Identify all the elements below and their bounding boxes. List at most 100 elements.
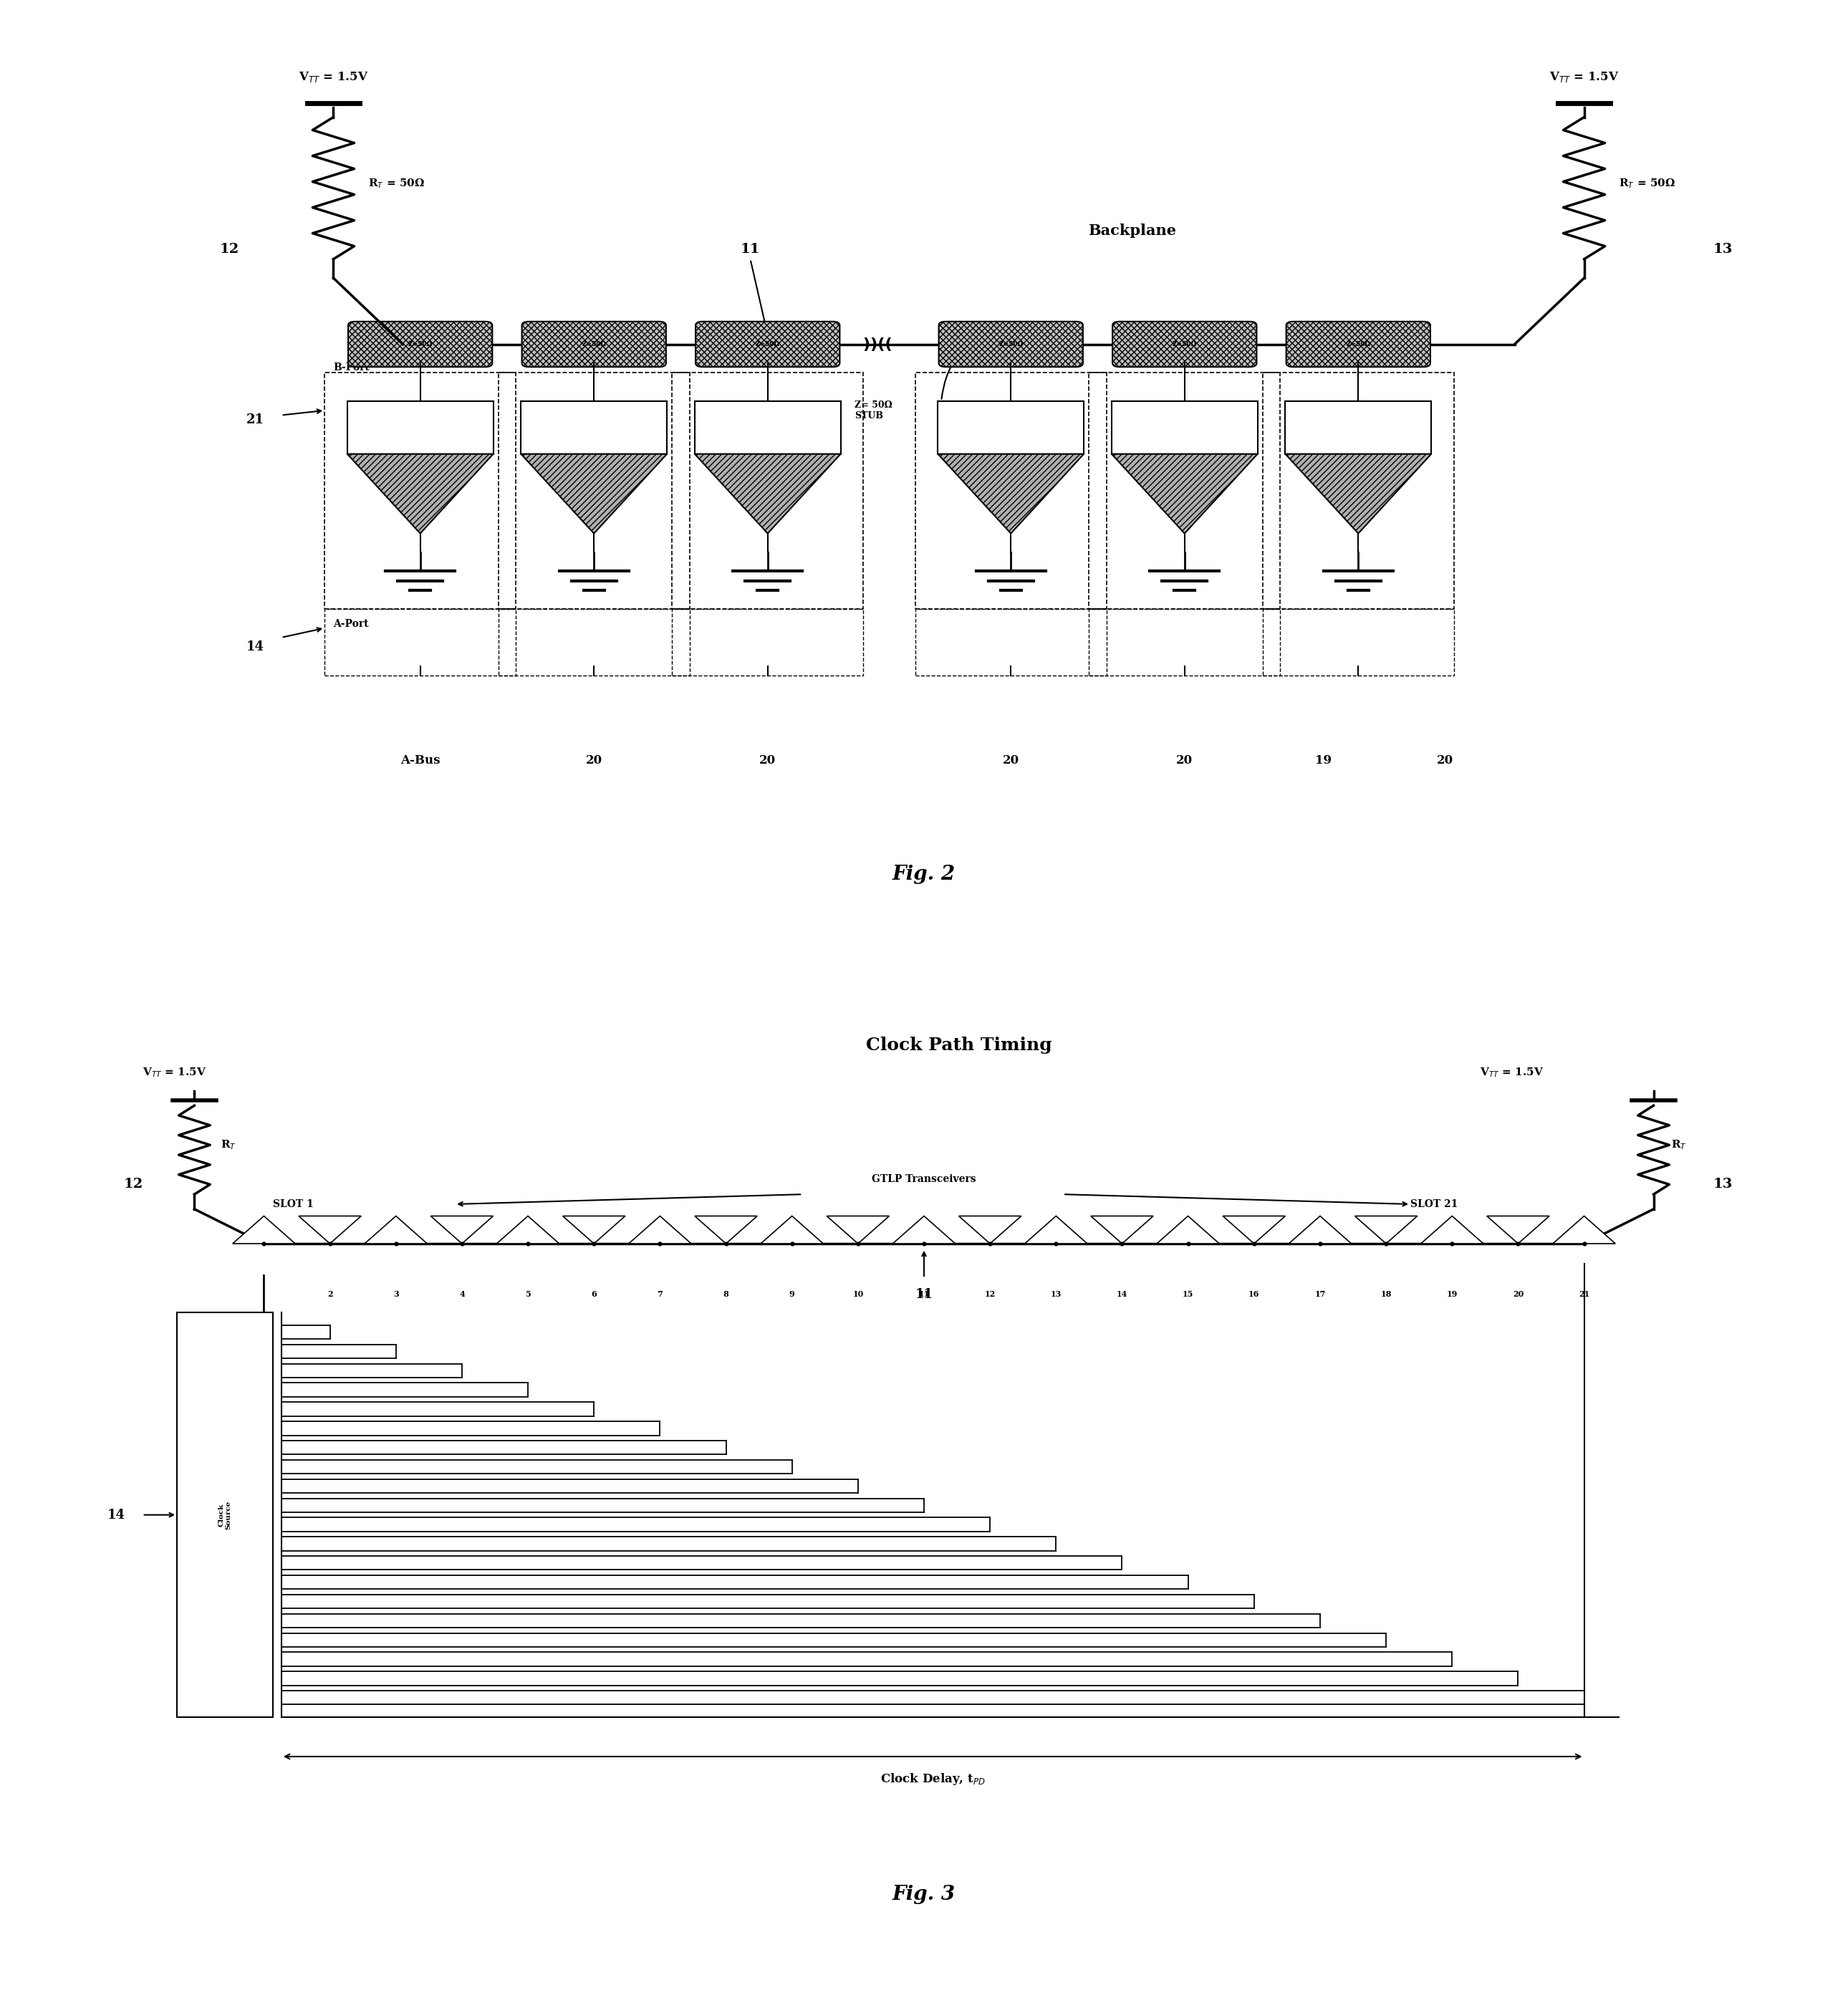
Polygon shape bbox=[1421, 1216, 1484, 1244]
FancyBboxPatch shape bbox=[695, 322, 839, 366]
Bar bbox=[325, 372, 516, 610]
Bar bbox=[1088, 372, 1281, 610]
Polygon shape bbox=[1488, 1216, 1549, 1244]
Polygon shape bbox=[347, 455, 493, 533]
Text: 19: 19 bbox=[1447, 1290, 1458, 1298]
Bar bbox=[347, 401, 493, 455]
FancyBboxPatch shape bbox=[347, 322, 492, 366]
Text: 16: 16 bbox=[1249, 1290, 1260, 1298]
Text: R$_T$ = 50Ω: R$_T$ = 50Ω bbox=[1619, 177, 1676, 189]
Text: 19: 19 bbox=[1316, 755, 1332, 767]
Polygon shape bbox=[521, 455, 667, 533]
Bar bbox=[325, 610, 516, 676]
Text: Clock Delay, t$_{PD}$: Clock Delay, t$_{PD}$ bbox=[880, 1771, 985, 1786]
Polygon shape bbox=[1286, 455, 1430, 533]
Text: 15: 15 bbox=[1183, 1290, 1194, 1298]
Text: 14: 14 bbox=[107, 1508, 126, 1522]
Polygon shape bbox=[761, 1216, 822, 1244]
Text: 12: 12 bbox=[124, 1178, 144, 1192]
Text: 14: 14 bbox=[246, 640, 264, 654]
Text: 20: 20 bbox=[760, 755, 776, 767]
Text: 13: 13 bbox=[1713, 1178, 1733, 1192]
Text: 20: 20 bbox=[1514, 1290, 1523, 1298]
Text: Z=50Ω: Z=50Ω bbox=[998, 340, 1024, 348]
Text: Backplane: Backplane bbox=[1088, 223, 1177, 238]
Text: Z=50Ω: Z=50Ω bbox=[408, 340, 432, 348]
Polygon shape bbox=[628, 1216, 691, 1244]
Polygon shape bbox=[826, 1216, 889, 1244]
Polygon shape bbox=[959, 1216, 1022, 1244]
Text: 6: 6 bbox=[591, 1290, 597, 1298]
FancyBboxPatch shape bbox=[1112, 322, 1257, 366]
Text: 3: 3 bbox=[394, 1290, 399, 1298]
Text: 17: 17 bbox=[1314, 1290, 1325, 1298]
Text: 4: 4 bbox=[458, 1290, 464, 1298]
Polygon shape bbox=[1552, 1216, 1615, 1244]
Text: 21: 21 bbox=[246, 413, 264, 427]
Text: 20: 20 bbox=[1438, 755, 1453, 767]
Text: V$_{TT}$ = 1.5V: V$_{TT}$ = 1.5V bbox=[1549, 70, 1619, 83]
Text: 21: 21 bbox=[1578, 1290, 1589, 1298]
Polygon shape bbox=[299, 1216, 360, 1244]
Polygon shape bbox=[1026, 1216, 1087, 1244]
Text: SLOT 1: SLOT 1 bbox=[274, 1200, 312, 1210]
Text: Z=50Ω: Z=50Ω bbox=[1172, 340, 1198, 348]
Bar bbox=[1262, 372, 1454, 610]
Text: GTLP Transceivers: GTLP Transceivers bbox=[872, 1174, 976, 1184]
Text: R$_T$: R$_T$ bbox=[1671, 1139, 1687, 1151]
Text: Z=50Ω: Z=50Ω bbox=[1345, 340, 1371, 348]
Text: 11: 11 bbox=[741, 244, 760, 256]
Text: Z=50Ω: Z=50Ω bbox=[756, 340, 780, 348]
Polygon shape bbox=[695, 455, 841, 533]
Polygon shape bbox=[1090, 1216, 1153, 1244]
Bar bbox=[915, 610, 1107, 676]
Polygon shape bbox=[893, 1216, 955, 1244]
Polygon shape bbox=[1223, 1216, 1286, 1244]
Text: Z=50Ω: Z=50Ω bbox=[582, 340, 606, 348]
Text: 20: 20 bbox=[1177, 755, 1192, 767]
Bar bbox=[499, 610, 689, 676]
Bar bbox=[673, 610, 863, 676]
Polygon shape bbox=[364, 1216, 427, 1244]
Bar bbox=[177, 1312, 274, 1717]
Text: Fig. 3: Fig. 3 bbox=[893, 1884, 955, 1904]
Polygon shape bbox=[1112, 455, 1257, 533]
Bar bbox=[1112, 401, 1257, 455]
Text: 8: 8 bbox=[723, 1290, 728, 1298]
Polygon shape bbox=[497, 1216, 560, 1244]
Text: 20: 20 bbox=[586, 755, 602, 767]
Text: 11: 11 bbox=[915, 1288, 933, 1300]
Text: Z= 50Ω
STUB: Z= 50Ω STUB bbox=[854, 401, 893, 421]
FancyBboxPatch shape bbox=[939, 322, 1083, 366]
Text: 13: 13 bbox=[1050, 1290, 1061, 1298]
FancyBboxPatch shape bbox=[521, 322, 665, 366]
Text: R$_T$: R$_T$ bbox=[220, 1139, 237, 1151]
Text: R$_T$ = 50Ω: R$_T$ = 50Ω bbox=[368, 177, 425, 189]
Polygon shape bbox=[431, 1216, 493, 1244]
Text: 11: 11 bbox=[918, 1290, 930, 1298]
Bar bbox=[521, 401, 667, 455]
Text: 14: 14 bbox=[1116, 1290, 1127, 1298]
Text: Fig. 2: Fig. 2 bbox=[893, 864, 955, 884]
Text: 9: 9 bbox=[789, 1290, 795, 1298]
Bar bbox=[673, 372, 863, 610]
Text: A-Bus: A-Bus bbox=[401, 755, 440, 767]
Text: V$_{TT}$ = 1.5V: V$_{TT}$ = 1.5V bbox=[299, 70, 368, 83]
Text: 13: 13 bbox=[1713, 244, 1733, 256]
Bar bbox=[915, 372, 1107, 610]
Bar bbox=[1286, 401, 1430, 455]
Polygon shape bbox=[1157, 1216, 1220, 1244]
Polygon shape bbox=[233, 1216, 296, 1244]
Bar bbox=[939, 401, 1083, 455]
Text: B-Port: B-Port bbox=[333, 362, 370, 372]
Bar bbox=[499, 372, 689, 610]
Text: SLOT 21: SLOT 21 bbox=[1410, 1200, 1458, 1210]
Text: Clock
Source: Clock Source bbox=[218, 1500, 231, 1530]
Text: ))((: ))(( bbox=[863, 336, 898, 352]
Text: 7: 7 bbox=[658, 1290, 663, 1298]
Bar bbox=[695, 401, 841, 455]
Polygon shape bbox=[1288, 1216, 1351, 1244]
Bar bbox=[1088, 610, 1281, 676]
Text: V$_{TT}$ = 1.5V: V$_{TT}$ = 1.5V bbox=[142, 1067, 207, 1079]
Text: Clock Path Timing: Clock Path Timing bbox=[865, 1037, 1052, 1053]
